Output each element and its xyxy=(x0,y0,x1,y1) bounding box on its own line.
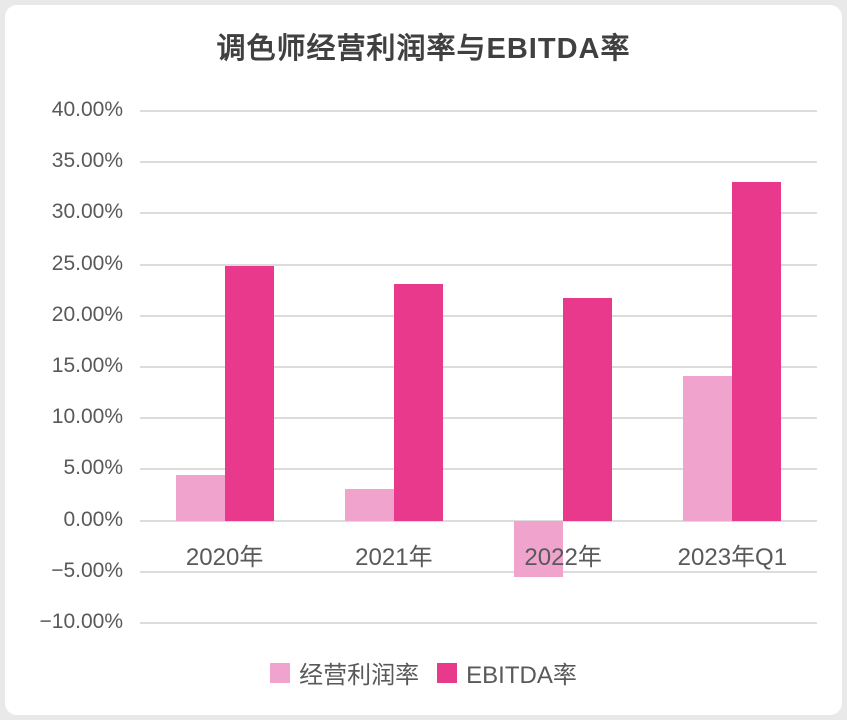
gridline xyxy=(140,622,817,624)
y-axis-tick-label: 35.00% xyxy=(51,149,123,173)
legend: 经营利润率 EBITDA率 xyxy=(5,655,842,690)
bar-ebitda-2023年Q1 xyxy=(732,181,782,521)
gridline xyxy=(140,110,817,112)
gridline xyxy=(140,519,817,522)
legend-item-operating-margin: 经营利润率 xyxy=(270,655,419,690)
legend-item-ebitda: EBITDA率 xyxy=(437,655,577,690)
gridline xyxy=(140,263,817,266)
legend-swatch-ebitda xyxy=(437,662,458,683)
gridline xyxy=(140,366,817,368)
plot-area: 40.00% 35.00% 30.00% 25.00% 20.00% 15.00% 10.0… xyxy=(5,5,847,720)
gridline xyxy=(140,212,817,215)
legend-label-operating-margin: 经营利润率 xyxy=(299,662,420,689)
gridline xyxy=(140,417,817,420)
bar-operating-margin-2020年 xyxy=(175,474,225,521)
y-axis-tick-label: 10.00% xyxy=(51,405,123,429)
gridline xyxy=(140,314,817,317)
gridline xyxy=(140,468,817,471)
bar-ebitda-2020年 xyxy=(224,265,274,521)
y-axis-tick-label: 30.00% xyxy=(51,200,123,224)
x-axis-label: 2022年 xyxy=(524,543,602,571)
bar-operating-margin-2022年 xyxy=(514,520,564,577)
y-axis-tick-label: 25.00% xyxy=(51,251,123,275)
chart-title: 调色师经营利润率与EBITDA率 xyxy=(216,33,631,65)
y-axis-tick-label: 5.00% xyxy=(63,456,123,480)
legend-label-ebitda: EBITDA率 xyxy=(466,662,577,689)
y-axis-tick-label: 40.00% xyxy=(51,98,123,121)
x-axis-label: 2021年 xyxy=(355,543,433,571)
bar-operating-margin-2021年 xyxy=(344,488,394,521)
legend-swatch-operating-margin xyxy=(270,662,291,683)
x-axis-label: 2023年Q1 xyxy=(677,543,788,571)
y-axis-tick-label: −5.00% xyxy=(51,558,123,582)
gridline xyxy=(140,570,817,573)
y-axis-tick-label: 15.00% xyxy=(51,354,123,377)
bar-ebitda-2022年 xyxy=(563,298,613,521)
y-axis-tick-label: 0.00% xyxy=(63,507,123,531)
bar-operating-margin-2023年Q1 xyxy=(683,376,733,521)
chart-card: 调色师经营利润率与EBITDA率 40.00% 35.00% 30.00% 25.00… xyxy=(5,5,842,715)
bar-ebitda-2021年 xyxy=(393,284,443,521)
y-axis-tick-label: 20.00% xyxy=(51,302,123,326)
x-axis-label: 2020年 xyxy=(185,543,264,571)
y-axis-tick-label: −10.00% xyxy=(39,610,124,633)
gridline xyxy=(140,161,817,164)
